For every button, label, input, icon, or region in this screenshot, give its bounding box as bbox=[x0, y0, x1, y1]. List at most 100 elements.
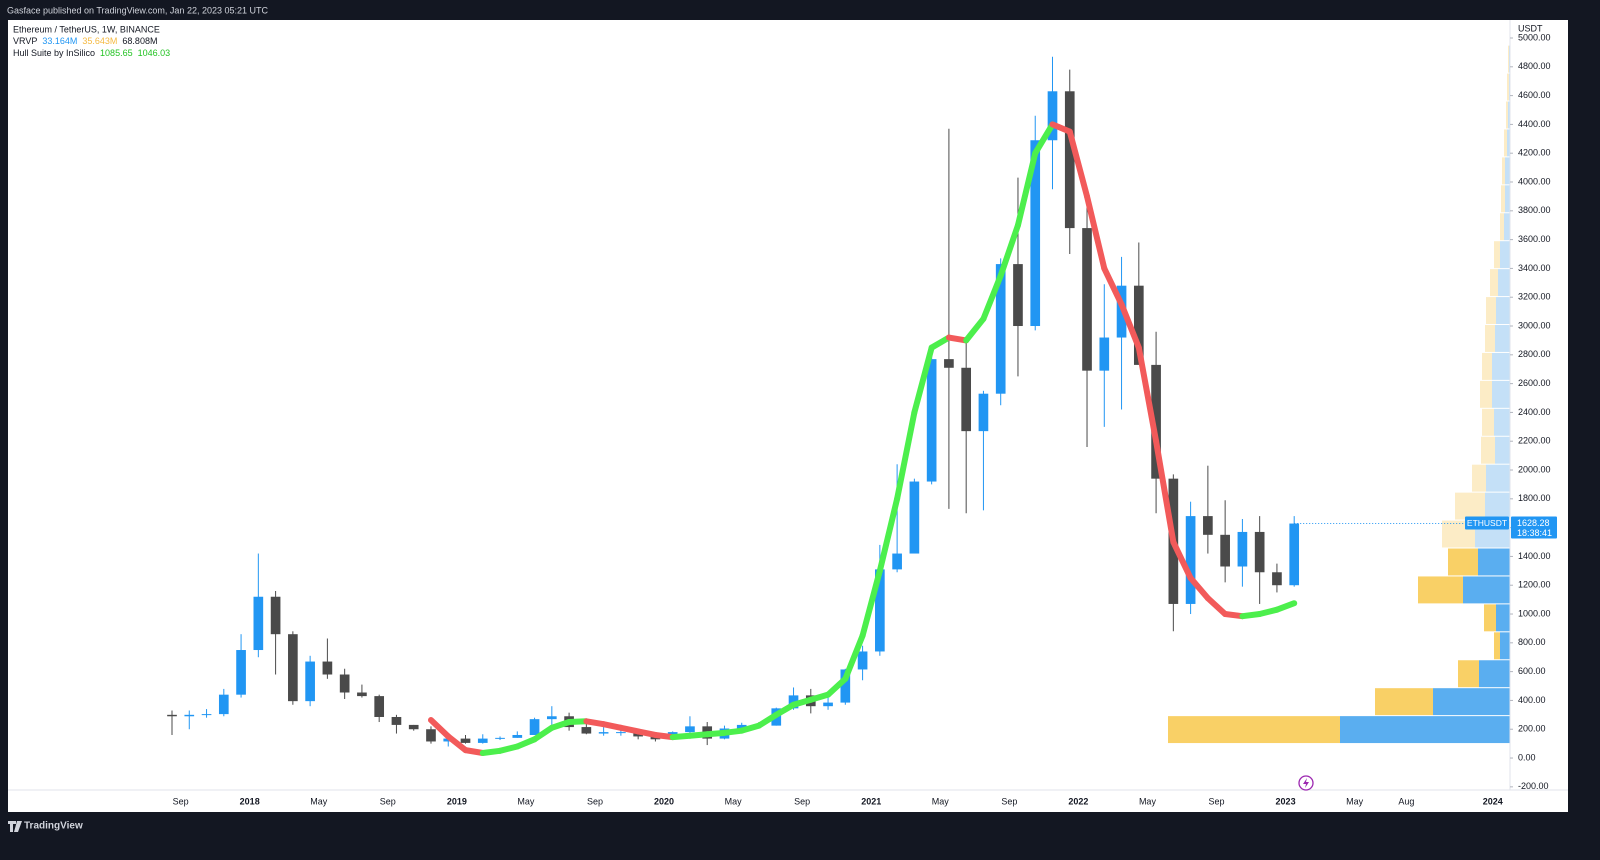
vp-up-bar bbox=[1478, 548, 1510, 576]
hull-segment bbox=[548, 719, 573, 731]
candle-body bbox=[978, 393, 989, 432]
candle-body bbox=[270, 596, 281, 635]
candle-body bbox=[529, 719, 540, 735]
vrvp-down: 35.643M bbox=[82, 36, 117, 46]
hull-segment bbox=[1118, 301, 1142, 351]
hull-segment bbox=[894, 409, 918, 502]
hull-segment bbox=[1084, 193, 1108, 272]
tv-logo bbox=[8, 821, 22, 832]
y-tick-label: 2600.00 bbox=[1518, 378, 1551, 388]
legend-vrvp: VRVP 33.164M 35.643M 68.808M bbox=[13, 36, 157, 46]
x-tick-label: 2018 bbox=[240, 796, 260, 806]
vp-down-bar bbox=[1482, 408, 1494, 436]
vp-up-bar bbox=[1496, 297, 1510, 325]
y-tick-label: 4000.00 bbox=[1518, 176, 1551, 186]
candle-body bbox=[495, 737, 505, 739]
vp-up-bar bbox=[1485, 492, 1510, 520]
candle-body bbox=[1133, 285, 1144, 365]
vp-down-bar bbox=[1168, 716, 1340, 744]
x-tick-label: Sep bbox=[173, 796, 189, 806]
y-tick-label: 1800.00 bbox=[1518, 493, 1551, 503]
candle-body bbox=[426, 729, 436, 742]
candle-body bbox=[305, 661, 315, 702]
candle-body bbox=[1185, 516, 1196, 604]
hull-segment bbox=[1135, 344, 1160, 445]
candle-body bbox=[892, 553, 902, 570]
footer bbox=[0, 812, 1600, 855]
y-tick-label: 1000.00 bbox=[1518, 608, 1551, 618]
vp-up-bar bbox=[1507, 129, 1510, 157]
hull-b: 1046.03 bbox=[138, 48, 171, 58]
vp-down-bar bbox=[1485, 325, 1495, 352]
legend-symbol: Ethereum / TetherUS, 1W, BINANCE bbox=[13, 24, 160, 34]
x-tick-label: May bbox=[1346, 796, 1364, 806]
candle-body bbox=[357, 692, 367, 697]
x-tick-label: May bbox=[725, 796, 743, 806]
hull-segment bbox=[997, 222, 1021, 279]
x-tick-label: May bbox=[310, 796, 328, 806]
price-tag-bg bbox=[1511, 516, 1557, 539]
vp-down-bar bbox=[1448, 548, 1478, 576]
vp-down-bar bbox=[1506, 101, 1508, 129]
hull-segment bbox=[1170, 539, 1194, 582]
candle-body bbox=[1151, 364, 1161, 479]
y-tick-label: 4600.00 bbox=[1518, 90, 1551, 100]
vp-down-bar bbox=[1490, 269, 1498, 297]
hull-segment bbox=[1153, 438, 1177, 546]
countdown: 18:38:41 bbox=[1517, 528, 1552, 538]
y-tick-label: -200.00 bbox=[1518, 781, 1549, 791]
vp-up-bar bbox=[1495, 325, 1510, 352]
vp-down-bar bbox=[1472, 464, 1486, 492]
x-tick-label: May bbox=[932, 796, 950, 806]
vrvp-name: VRVP bbox=[13, 36, 37, 46]
y-tick-label: 1200.00 bbox=[1518, 580, 1551, 590]
vp-up-bar bbox=[1505, 157, 1510, 185]
plot bbox=[167, 45, 1510, 756]
vp-up-bar bbox=[1505, 185, 1510, 213]
y-tick-label: 2400.00 bbox=[1518, 407, 1551, 417]
x-tick-label: 2019 bbox=[447, 796, 467, 806]
y-tick-label: 1400.00 bbox=[1518, 551, 1551, 561]
candle-body bbox=[944, 359, 954, 368]
vp-up-bar bbox=[1496, 604, 1510, 632]
candle-body bbox=[236, 650, 246, 695]
vp-down-bar bbox=[1501, 185, 1505, 213]
x-tick-label: 2021 bbox=[861, 796, 881, 806]
candle-body bbox=[512, 734, 523, 738]
lightning-icon[interactable] bbox=[1298, 775, 1314, 791]
candle-body bbox=[1082, 228, 1092, 371]
hull-segment bbox=[1032, 121, 1056, 157]
hull-segment bbox=[1204, 595, 1229, 618]
candle-body bbox=[391, 716, 402, 725]
x-tick-label: 2020 bbox=[654, 796, 674, 806]
vp-down-bar bbox=[1494, 241, 1500, 269]
vp-up-bar bbox=[1494, 408, 1510, 436]
vp-up-bar bbox=[1433, 688, 1510, 716]
hull-segment bbox=[1187, 575, 1211, 602]
price-tag: 1628.28 bbox=[1517, 518, 1550, 528]
vp-down-bar bbox=[1480, 380, 1492, 408]
vp-down-bar bbox=[1486, 297, 1496, 325]
hull-segment bbox=[1066, 128, 1091, 200]
hull-segment bbox=[825, 675, 849, 698]
y-tick-label: 200.00 bbox=[1518, 724, 1546, 734]
y-tick-label: 0.00 bbox=[1518, 752, 1536, 762]
vp-down-bar bbox=[1418, 576, 1463, 604]
candle-body bbox=[1047, 91, 1058, 141]
symbol-tag-bg bbox=[1465, 516, 1509, 530]
vrvp-up: 33.164M bbox=[42, 36, 77, 46]
vp-down-bar bbox=[1482, 352, 1492, 380]
y-tick-label: 3400.00 bbox=[1518, 263, 1551, 273]
brand[interactable]: TradingView bbox=[24, 821, 83, 832]
chart-area bbox=[8, 20, 1568, 812]
candle-body bbox=[1237, 531, 1248, 567]
y-tick-label: 3800.00 bbox=[1518, 205, 1551, 215]
candle-body bbox=[1272, 572, 1282, 586]
candle-body bbox=[201, 714, 212, 716]
vp-up-bar bbox=[1492, 352, 1510, 380]
candle-body bbox=[926, 359, 937, 482]
symbol-tag: ETHUSDT bbox=[1467, 518, 1507, 528]
candle-body bbox=[1013, 264, 1023, 327]
vp-down-bar bbox=[1507, 73, 1509, 101]
